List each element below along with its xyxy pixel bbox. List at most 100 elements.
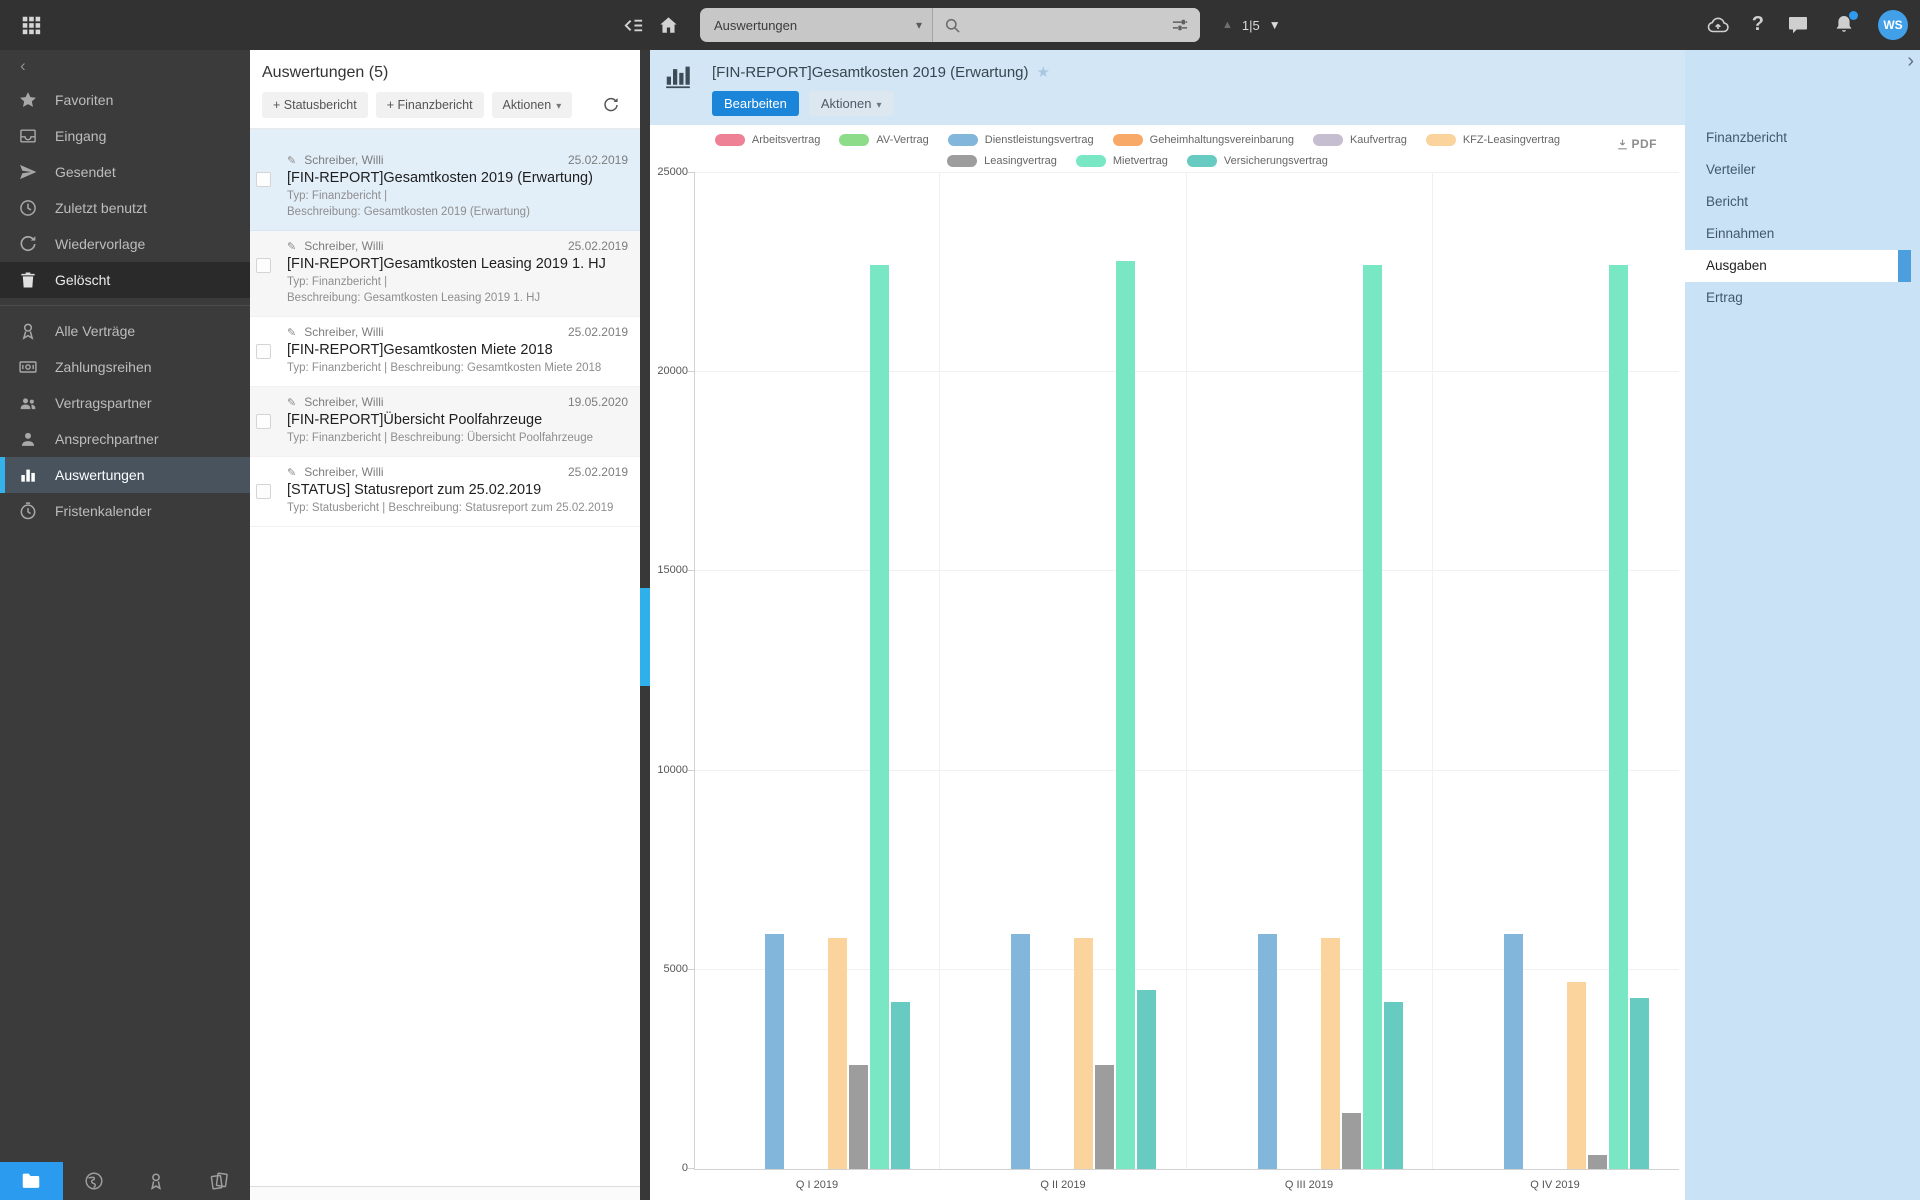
chat-icon[interactable] [1786,13,1810,37]
x-axis-labels: Q I 2019Q II 2019Q III 2019Q IV 2019 [694,1179,1678,1191]
cloud-upload-icon[interactable] [1706,13,1730,37]
bottom-tab-folder[interactable] [0,1162,63,1200]
bar-group-q-iii-2019 [1186,173,1432,1169]
sidebar-item-wiedervorlage[interactable]: Wiedervorlage [0,226,250,262]
list-horizontal-scrollbar[interactable] [250,1186,640,1200]
report-chart-icon [663,61,693,91]
sidebar-item-zuletzt-benutzt[interactable]: Zuletzt benutzt [0,190,250,226]
list-item-title: [STATUS] Statusreport zum 25.02.2019 [287,482,541,498]
bar-kfz-leasingvertrag [1074,938,1093,1169]
pager-down-icon[interactable]: ▼ [1269,18,1281,32]
pencil-icon: ✎ [287,240,296,253]
bar-leasingvertrag [1095,1065,1114,1169]
main-content: [FIN-REPORT]Gesamtkosten 2019 (Erwartung… [650,50,1685,1200]
refresh-icon[interactable] [602,96,620,114]
list-item[interactable]: ✎Schreiber, Willi25.02.2019[FIN-REPORT]G… [250,231,640,317]
bar-kfz-leasingvertrag [1567,982,1586,1169]
home-icon[interactable] [657,14,680,37]
sidebar-item-favoriten[interactable]: Favoriten [0,82,250,118]
add-finanzbericht-button[interactable]: + Finanzbericht [376,92,484,118]
sidebar-item-zahlungsreihen[interactable]: Zahlungsreihen [0,349,250,385]
list-item[interactable]: ✎Schreiber, Willi19.05.2020[FIN-REPORT]Ü… [250,387,640,457]
app-grid-icon[interactable] [20,14,42,36]
list-item-title: [FIN-REPORT]Gesamtkosten 2019 (Erwartung… [287,170,593,186]
list-item-title-row: [FIN-REPORT]Gesamtkosten Leasing 2019 1.… [287,256,628,272]
add-statusbericht-button[interactable]: + Statusbericht [262,92,368,118]
pencil-icon: ✎ [287,326,296,339]
list-item-author: Schreiber, Willi [304,153,383,167]
sidebar-item-fristenkalender[interactable]: Fristenkalender [0,493,250,529]
report-section-nav: FinanzberichtVerteilerBerichtEinnahmenAu… [1685,122,1920,314]
list-item-checkbox[interactable] [256,172,271,187]
bar-kfz-leasingvertrag [1321,938,1340,1169]
sidebar-item-vertragspartner[interactable]: Vertragspartner [0,385,250,421]
collapse-panel-icon[interactable] [622,14,645,37]
list-item-date: 19.05.2020 [568,395,628,409]
list-item-checkbox[interactable] [256,258,271,273]
list-item-author: Schreiber, Willi [304,465,383,479]
list-item-date: 25.02.2019 [568,239,628,253]
help-icon[interactable]: ? [1752,13,1764,37]
report-actions-button[interactable]: Aktionen▾ [809,91,894,116]
folder-icon [20,1170,42,1192]
section-item-finanzbericht[interactable]: Finanzbericht [1685,122,1920,154]
section-item-verteiler[interactable]: Verteiler [1685,154,1920,186]
favorite-star-icon[interactable]: ★ [1037,64,1050,81]
bar-leasingvertrag [1342,1113,1361,1169]
list-item[interactable]: ✎Schreiber, Willi25.02.2019[FIN-REPORT]G… [250,317,640,387]
section-item-ertrag[interactable]: Ertrag [1685,282,1920,314]
chevron-right-icon[interactable]: › [1907,50,1914,73]
scope-dropdown-label: Auswertungen [714,18,916,33]
bar-versicherungsvertrag [891,1002,910,1169]
avatar[interactable]: WS [1878,10,1908,40]
report-title-text: [FIN-REPORT]Gesamtkosten 2019 (Erwartung… [712,64,1029,81]
x-axis-label: Q I 2019 [694,1179,940,1191]
list-item[interactable]: ✎Schreiber, Willi25.02.2019[FIN-REPORT]G… [250,129,640,231]
sidebar-item-eingang[interactable]: Eingang [0,118,250,154]
sidebar-item-label: Zuletzt benutzt [55,200,147,216]
bar-versicherungsvertrag [1630,998,1649,1169]
scope-dropdown[interactable]: Auswertungen ▾ [700,8,933,42]
sidebar-item-gesendet[interactable]: Gesendet [0,154,250,190]
sidebar-item-alle-vertr-ge[interactable]: Alle Verträge [0,313,250,349]
sidebar-bottom-tabs [0,1162,250,1200]
x-axis-label: Q III 2019 [1186,1179,1432,1191]
bar-group-q-ii-2019 [939,173,1185,1169]
bar-groups [694,173,1678,1169]
bar-mietvertrag [1116,261,1135,1169]
list-actions-label: Aktionen [503,98,552,112]
section-item-bericht[interactable]: Bericht [1685,186,1920,218]
y-axis-label: 5000 [650,963,688,975]
section-item-einnahmen[interactable]: Einnahmen [1685,218,1920,250]
chevron-left-icon: ‹ [20,56,26,76]
bar-dienstleistungsvertrag [1011,934,1030,1169]
search-filter-icon[interactable] [1170,15,1190,35]
pager-up-icon[interactable]: ▲ [1222,19,1233,31]
list-item-title: [FIN-REPORT]Gesamtkosten Miete 2018 [287,342,553,358]
bottom-tab-certificate[interactable] [125,1162,188,1200]
sidebar-item-gel-scht[interactable]: Gelöscht [0,262,250,298]
list-item-checkbox[interactable] [256,344,271,359]
list-item-title-row: [FIN-REPORT]Gesamtkosten Miete 2018 [287,342,628,358]
list-actions-button[interactable]: Aktionen▾ [492,92,573,118]
bottom-tab-globe[interactable] [63,1162,126,1200]
search-input[interactable] [970,17,1170,34]
sidebar-collapse-button[interactable]: ‹ [0,50,250,82]
sidebar: ‹ FavoritenEingangGesendet Zuletzt benutz… [0,50,250,1200]
sidebar-item-auswertungen[interactable]: Auswertungen [0,457,250,493]
sidebar-item-ansprechpartner[interactable]: Ansprechpartner [0,421,250,457]
section-item-ausgaben[interactable]: Ausgaben [1685,250,1911,282]
list-item-author: Schreiber, Willi [304,395,383,409]
search-icon [943,16,962,35]
clock-icon [18,198,38,218]
notifications-bell-icon[interactable] [1832,13,1856,37]
sidebar-divider [0,305,250,306]
x-axis-label: Q II 2019 [940,1179,1186,1191]
scrollbar-thumb[interactable] [640,588,650,686]
bar-mietvertrag [1363,265,1382,1169]
list-item[interactable]: ✎Schreiber, Willi25.02.2019[STATUS] Stat… [250,457,640,527]
list-item-checkbox[interactable] [256,484,271,499]
list-item-checkbox[interactable] [256,414,271,429]
bottom-tab-documents[interactable] [188,1162,251,1200]
edit-button[interactable]: Bearbeiten [712,91,799,116]
